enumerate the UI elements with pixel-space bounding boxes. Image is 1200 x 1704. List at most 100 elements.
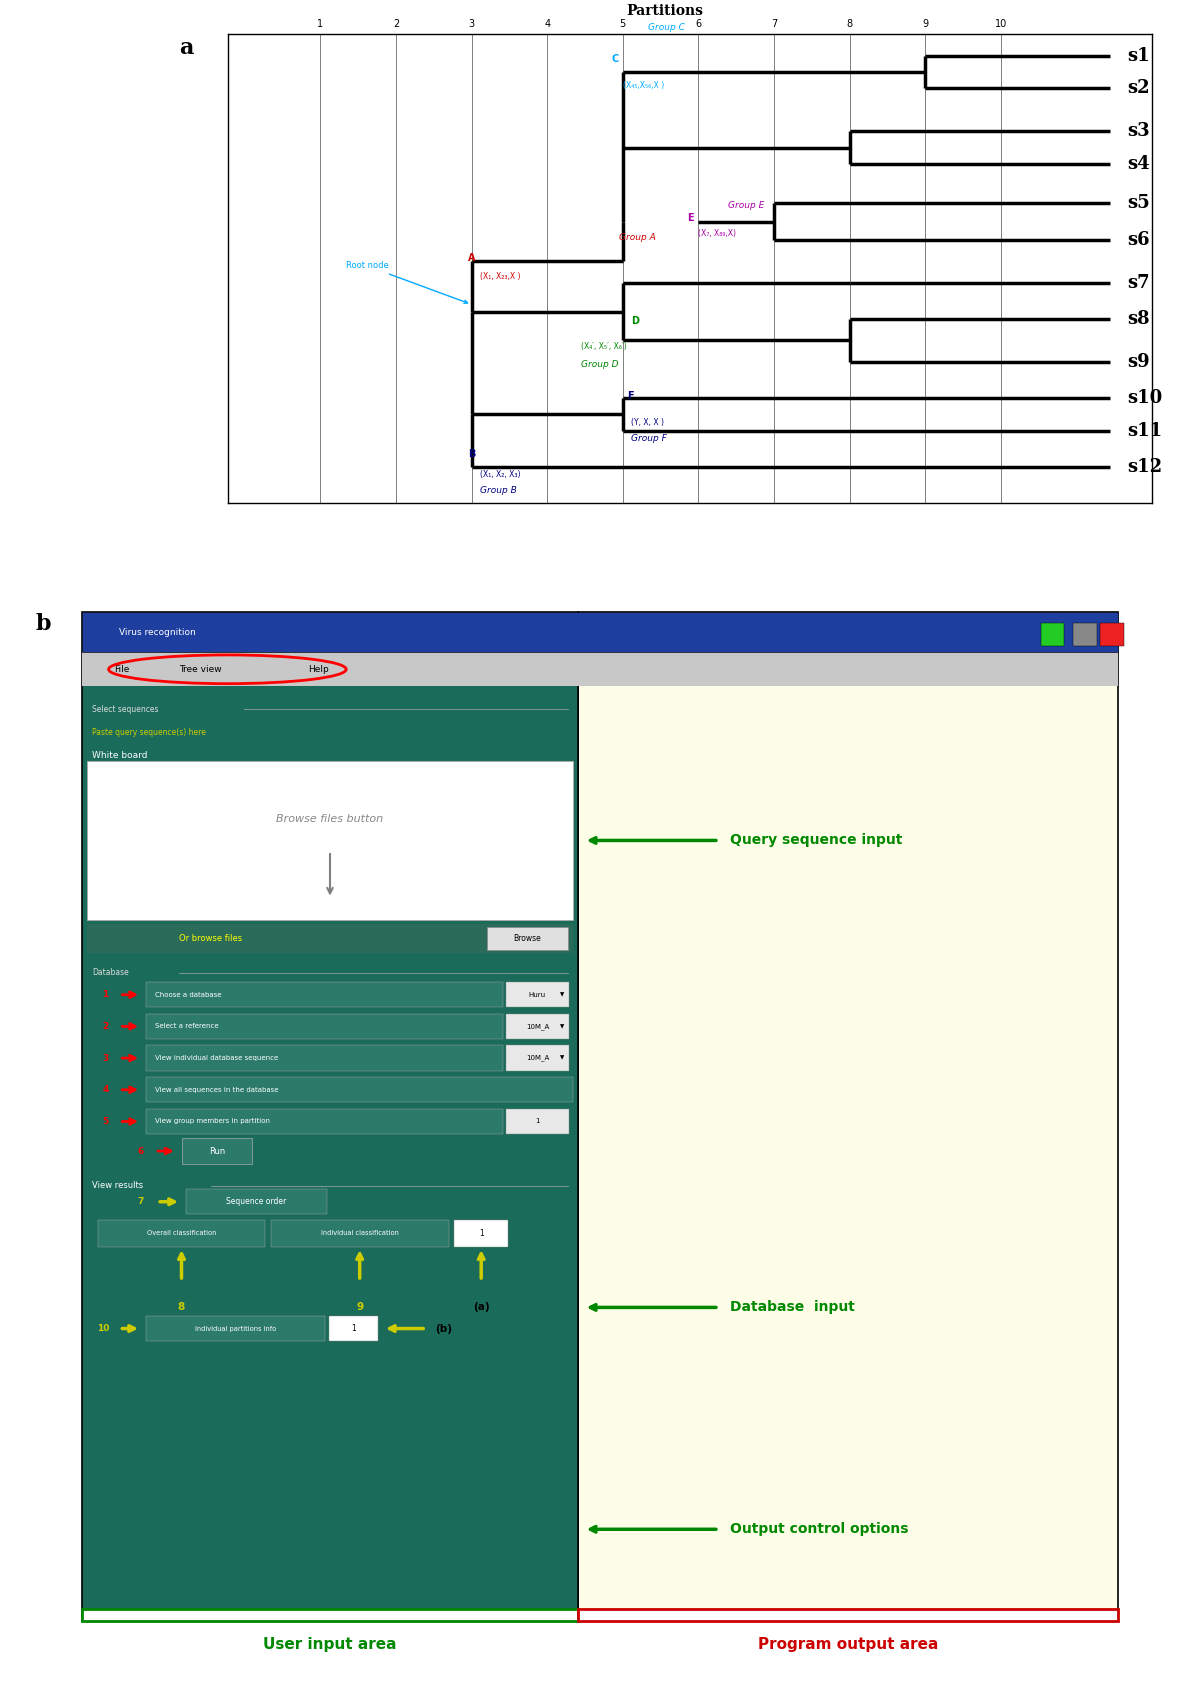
Text: File: File	[114, 665, 130, 673]
Text: E: E	[688, 213, 695, 223]
Text: Group B: Group B	[480, 486, 517, 496]
Text: Group F: Group F	[631, 435, 667, 443]
Text: Group E: Group E	[727, 201, 764, 210]
Text: Overall classification: Overall classification	[146, 1230, 216, 1237]
Text: a: a	[179, 37, 193, 60]
Text: White board: White board	[92, 751, 148, 760]
Text: 4: 4	[544, 19, 551, 29]
Bar	[271, 1220, 449, 1247]
Text: Database  input: Database input	[730, 1300, 854, 1314]
Text: (X₁, X₂₃,X ): (X₁, X₂₃,X )	[480, 273, 521, 281]
Text: s6: s6	[1127, 230, 1150, 249]
Text: View individual database sequence: View individual database sequence	[155, 1055, 278, 1062]
Text: 10: 10	[97, 1324, 109, 1333]
Bar	[1073, 622, 1097, 646]
Text: s5: s5	[1127, 194, 1150, 213]
Text: 9: 9	[356, 1302, 364, 1312]
Bar	[506, 1014, 569, 1039]
Text: (Y, X, X ): (Y, X, X )	[631, 417, 665, 428]
Text: (X₄₅,X₅₆,X ): (X₄₅,X₅₆,X )	[623, 80, 664, 90]
Text: 6: 6	[695, 19, 702, 29]
Text: Group D: Group D	[581, 360, 618, 370]
Text: 1: 1	[350, 1324, 355, 1333]
Bar	[146, 1077, 574, 1102]
Bar	[146, 1014, 503, 1039]
Text: 1: 1	[535, 1118, 540, 1125]
Text: 6: 6	[138, 1147, 144, 1155]
Bar	[146, 1315, 324, 1341]
Text: 7: 7	[770, 19, 778, 29]
Bar	[506, 1109, 569, 1135]
Bar	[506, 982, 569, 1007]
Text: Group A: Group A	[619, 233, 655, 242]
Text: User input area: User input area	[263, 1638, 397, 1653]
Text: Output control options: Output control options	[730, 1522, 908, 1537]
Text: View results: View results	[92, 1181, 144, 1191]
Text: View group members in partition: View group members in partition	[155, 1118, 270, 1125]
Text: (b): (b)	[434, 1324, 451, 1334]
Bar	[1040, 622, 1064, 646]
Text: Partitions: Partitions	[626, 3, 703, 17]
Text: s3: s3	[1127, 123, 1150, 140]
Text: Program output area: Program output area	[758, 1638, 938, 1653]
Text: (X₄′, X₅′, X₆′): (X₄′, X₅′, X₆′)	[581, 343, 626, 351]
Text: 10: 10	[995, 19, 1007, 29]
Text: ▼: ▼	[560, 992, 564, 997]
Text: Database: Database	[92, 968, 130, 976]
Text: s4: s4	[1127, 155, 1150, 172]
Text: 2: 2	[392, 19, 400, 29]
Bar	[1100, 622, 1124, 646]
Text: 5: 5	[619, 19, 626, 29]
Text: 1: 1	[479, 1229, 484, 1239]
Bar	[182, 1138, 252, 1164]
Text: ▼: ▼	[560, 1055, 564, 1060]
Text: Individual partitions info: Individual partitions info	[194, 1326, 276, 1331]
Text: s1: s1	[1127, 46, 1150, 65]
Text: s10: s10	[1127, 389, 1162, 407]
Text: 1: 1	[102, 990, 108, 999]
Text: Individual classification: Individual classification	[320, 1230, 398, 1237]
Bar	[487, 927, 568, 951]
Bar	[578, 1609, 1118, 1621]
Text: s11: s11	[1127, 421, 1162, 440]
Text: Virus recognition: Virus recognition	[120, 627, 196, 637]
Text: C: C	[611, 55, 619, 65]
Text: Group C: Group C	[648, 24, 685, 32]
Text: View all sequences in the database: View all sequences in the database	[155, 1087, 278, 1092]
Bar	[98, 1220, 265, 1247]
Text: 4: 4	[102, 1085, 108, 1094]
Text: 3: 3	[468, 19, 475, 29]
Bar	[454, 1220, 509, 1247]
Bar	[82, 612, 578, 1621]
Text: Root node: Root node	[346, 261, 468, 303]
Bar	[82, 653, 1118, 687]
Text: Browse files button: Browse files button	[276, 815, 384, 825]
Text: F: F	[628, 392, 634, 402]
Text: s2: s2	[1127, 78, 1150, 97]
Text: 7: 7	[138, 1198, 144, 1206]
Text: 10M_A: 10M_A	[526, 1022, 548, 1029]
Text: Help: Help	[308, 665, 329, 673]
Text: Run: Run	[209, 1147, 226, 1155]
Text: s12: s12	[1127, 458, 1162, 475]
Bar	[88, 762, 574, 920]
Text: (a): (a)	[473, 1302, 490, 1312]
Text: 8: 8	[178, 1302, 185, 1312]
Text: D: D	[631, 315, 640, 325]
Text: Query sequence input: Query sequence input	[730, 833, 902, 847]
Text: Select sequences: Select sequences	[92, 705, 158, 714]
Text: Tree view: Tree view	[179, 665, 222, 673]
Bar	[82, 1609, 578, 1621]
Text: Paste query sequence(s) here: Paste query sequence(s) here	[92, 728, 206, 738]
Text: (X₇, X₈₉,X): (X₇, X₈₉,X)	[698, 228, 737, 239]
Text: Select a reference: Select a reference	[155, 1024, 218, 1029]
Text: 9: 9	[922, 19, 929, 29]
Text: s9: s9	[1127, 353, 1150, 371]
Text: Choose a database: Choose a database	[155, 992, 222, 999]
Bar	[506, 1046, 569, 1070]
Text: 10M_A: 10M_A	[526, 1055, 548, 1062]
Text: s7: s7	[1127, 274, 1150, 291]
Bar	[146, 1046, 503, 1070]
Bar	[329, 1315, 378, 1341]
Text: A: A	[468, 252, 475, 262]
